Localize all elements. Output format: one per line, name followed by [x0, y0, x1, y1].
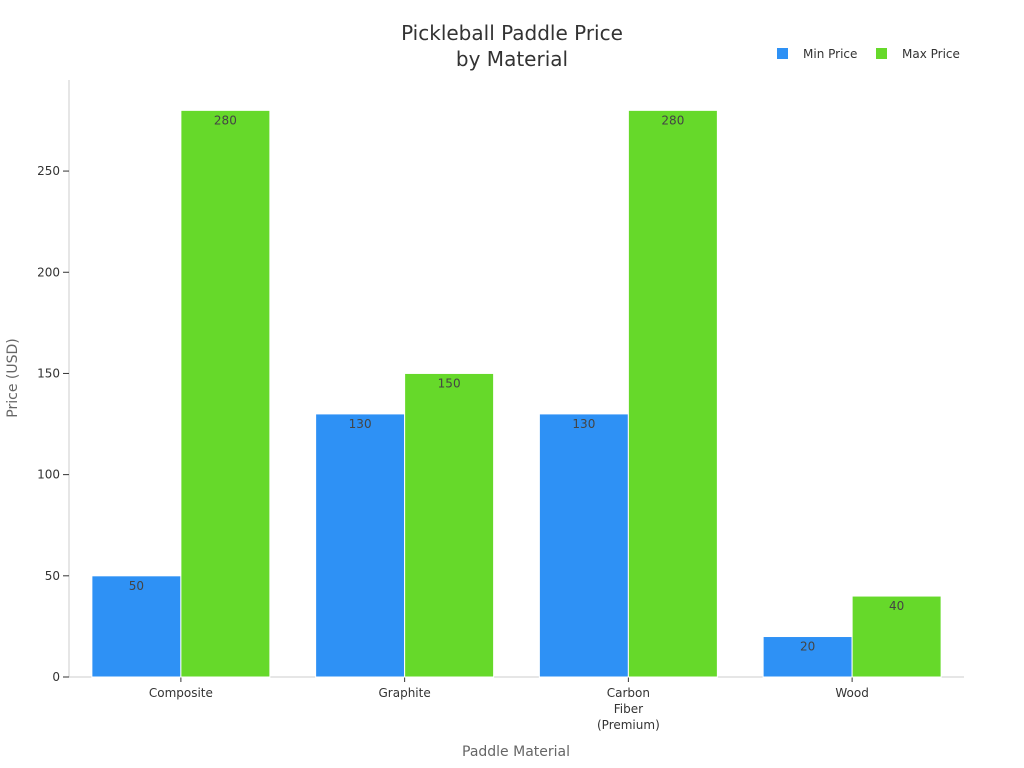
- bar-min-price: [762, 636, 853, 678]
- y-tick-label: 0: [52, 670, 60, 684]
- legend-swatch: [876, 48, 887, 59]
- chart-title-line: by Material: [456, 47, 568, 71]
- bar-value-label: 280: [214, 113, 237, 127]
- chart-title-line: Pickleball Paddle Price: [401, 21, 623, 45]
- x-axis-title: Paddle Material: [462, 744, 570, 760]
- x-tick-label: (Premium): [597, 718, 660, 732]
- bar-value-label: 130: [572, 417, 595, 431]
- y-tick-label: 200: [37, 265, 60, 279]
- bar-value-label: 280: [661, 113, 684, 127]
- legend: Min Price Max Price: [777, 47, 960, 61]
- data-labels: 50 280 130 150 130 280 20 40: [129, 113, 905, 653]
- x-tick-label: Carbon: [607, 686, 650, 700]
- y-tick-label: 250: [37, 164, 60, 178]
- legend-swatch: [777, 48, 788, 59]
- bars: [91, 109, 942, 678]
- bar-min-price: [315, 413, 406, 678]
- x-tick-label: Composite: [149, 686, 213, 700]
- bar-max-price: [627, 109, 718, 678]
- y-tick-label: 50: [45, 569, 60, 583]
- bar-max-price: [851, 595, 942, 678]
- axes: 0 50 100 150 200 250 Composite Graphite Carbon Fi…: [37, 80, 964, 732]
- bar-value-label: 40: [889, 599, 904, 613]
- legend-label: Max Price: [902, 47, 960, 61]
- bar-value-label: 150: [438, 376, 461, 390]
- bar-max-price: [180, 109, 271, 678]
- bar-max-price: [404, 372, 495, 678]
- bar-value-label: 50: [129, 579, 144, 593]
- legend-label: Min Price: [803, 47, 857, 61]
- x-tick-label: Fiber: [614, 702, 643, 716]
- y-axis-title: Price (USD): [5, 338, 21, 417]
- y-tick-label: 150: [37, 366, 60, 380]
- bar-min-price: [538, 413, 629, 678]
- y-tick-label: 100: [37, 468, 60, 482]
- bar-min-price: [91, 575, 182, 678]
- x-tick-label: Wood: [835, 686, 868, 700]
- x-tick-label: Graphite: [379, 686, 431, 700]
- bar-value-label: 20: [800, 640, 815, 654]
- bar-value-label: 130: [349, 417, 372, 431]
